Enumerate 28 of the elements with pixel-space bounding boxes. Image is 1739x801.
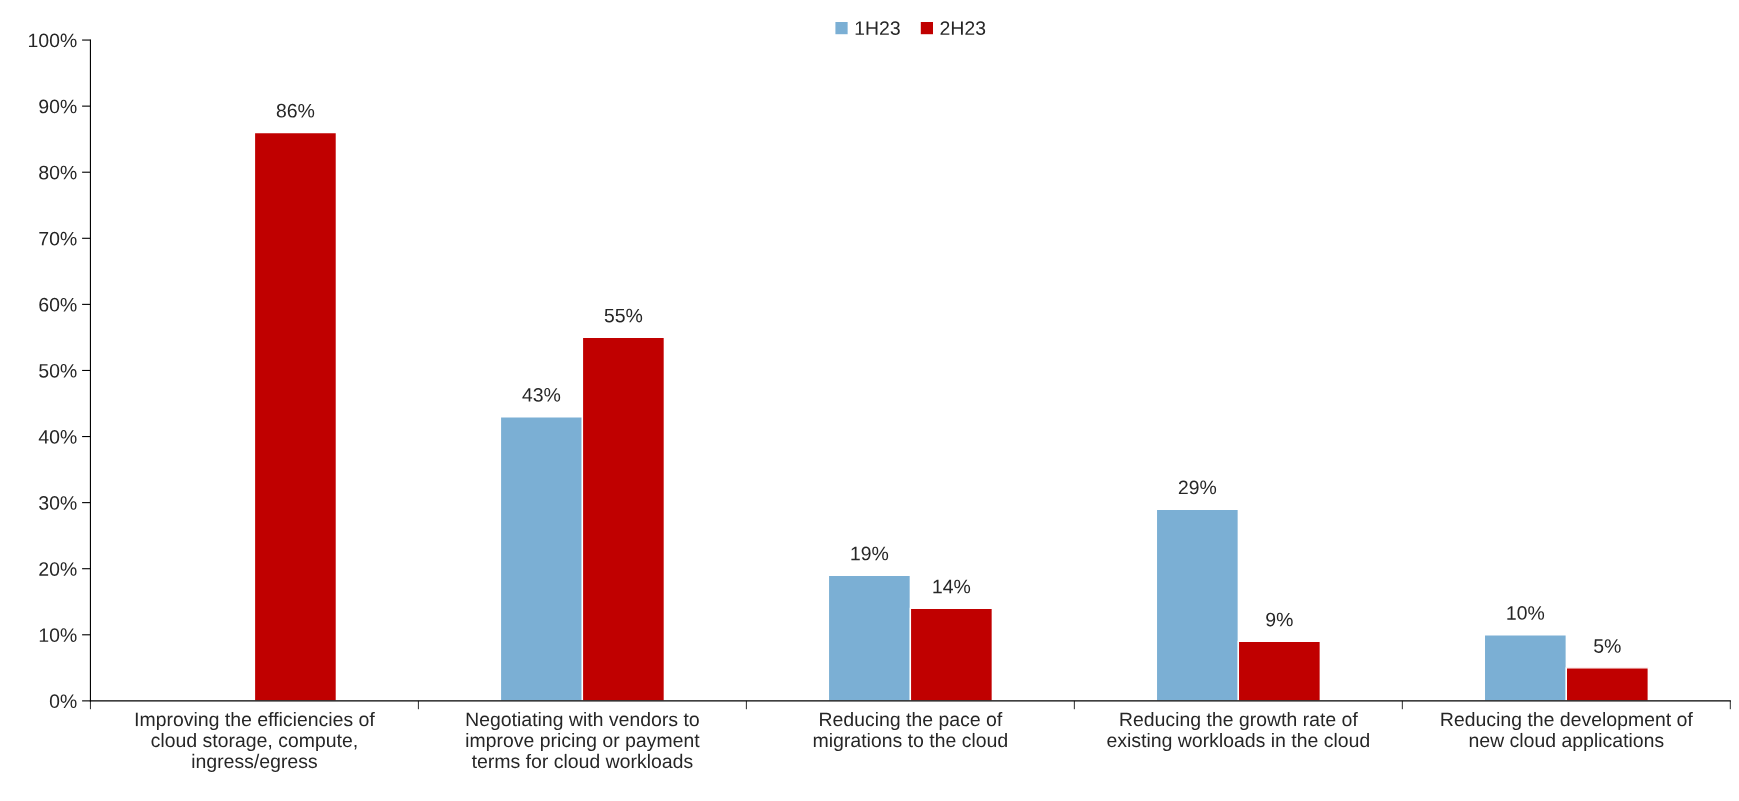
x-tick-label: Reducing the pace of migrations to the cloud [813,711,1007,752]
data-label: 5% [1594,639,1621,653]
y-tick-label: 60% [39,297,77,312]
y-tick-label: 100% [28,33,77,48]
y-tick-label: 50% [39,363,77,378]
data-label: 10% [1507,606,1545,620]
y-tick-label: 20% [39,562,77,576]
y-tick-label: 30% [39,496,77,510]
data-label: 29% [1178,480,1217,495]
data-label: 9% [1266,612,1293,627]
data-label: 43% [522,388,561,402]
x-tick-label: Improving the efficiencies of cloud storage, compute, ingress/egress [135,711,375,772]
y-tick-label: 90% [39,99,77,114]
legend-label: 1H23 [855,21,900,36]
x-tick-label: Reducing the development of new cloud applications [1441,711,1693,752]
y-tick-label: 0% [49,694,77,709]
x-tick-label: Reducing the growth rate of existing workloads in the cloud [1107,711,1369,752]
bar [253,131,338,701]
y-tick-label: 70% [39,231,77,246]
y-tick-label: 80% [39,165,77,180]
y-tick-label: 10% [39,628,77,643]
data-label: 19% [851,546,889,561]
data-label: 55% [604,308,643,323]
x-tick-label: Negotiating with vendors to improve pricing or payment terms for cloud workloads [466,711,700,769]
data-label: 14% [933,579,971,594]
legend-label: 2H23 [940,21,986,36]
data-label: 86% [276,103,315,118]
y-tick-label: 40% [38,430,77,444]
